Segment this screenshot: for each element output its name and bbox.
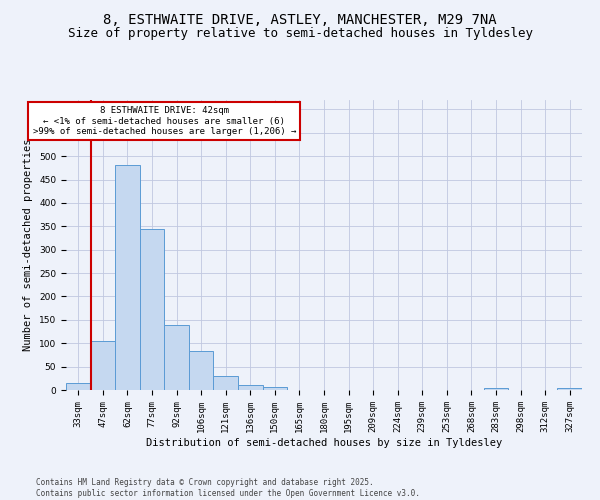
Bar [66, 383, 91, 390]
Bar [263, 387, 287, 390]
Y-axis label: Number of semi-detached properties: Number of semi-detached properties [23, 138, 34, 352]
Text: 8, ESTHWAITE DRIVE, ASTLEY, MANCHESTER, M29 7NA: 8, ESTHWAITE DRIVE, ASTLEY, MANCHESTER, … [103, 12, 497, 26]
X-axis label: Distribution of semi-detached houses by size in Tyldesley: Distribution of semi-detached houses by … [146, 438, 502, 448]
Text: Size of property relative to semi-detached houses in Tyldesley: Size of property relative to semi-detach… [67, 28, 533, 40]
Bar [557, 388, 582, 390]
Bar [91, 341, 115, 390]
Text: Contains HM Land Registry data © Crown copyright and database right 2025.
Contai: Contains HM Land Registry data © Crown c… [36, 478, 420, 498]
Bar [214, 376, 238, 390]
Text: 8 ESTHWAITE DRIVE: 42sqm
← <1% of semi-detached houses are smaller (6)
>99% of s: 8 ESTHWAITE DRIVE: 42sqm ← <1% of semi-d… [32, 106, 296, 136]
Bar [140, 228, 164, 390]
Bar [484, 388, 508, 390]
Bar [189, 351, 214, 390]
Bar [164, 324, 189, 390]
Bar [115, 166, 140, 390]
Bar [238, 386, 263, 390]
